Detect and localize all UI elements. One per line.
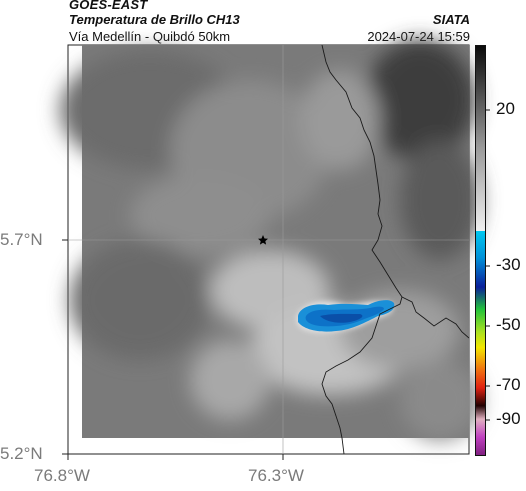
colorbar-tick-label: 20 (496, 99, 515, 118)
star-icon (258, 235, 268, 245)
product-title: Temperatura de Brillo CH13 (69, 12, 240, 27)
route-label: Vía Medellín - Quibdó 50km (69, 29, 231, 44)
colorbar-tick-label: -50 (496, 315, 521, 334)
lat-tick-label: 5.2°N (0, 444, 43, 463)
lat-tick-label: 5.7°N (0, 230, 43, 249)
datetime-label: 2024-07-24 15:59 (367, 29, 470, 44)
colorbar-tick-label: -70 (496, 375, 521, 394)
municipal-boundary (401, 296, 470, 339)
satellite-imagery (60, 40, 480, 440)
colorbar-tick-label: -90 (496, 409, 521, 428)
colorbar (475, 45, 490, 456)
lon-tick-label: 76.3°W (248, 466, 304, 485)
colorbar-tick-label: -30 (496, 255, 521, 274)
org-label: SIATA (432, 12, 470, 27)
department-boundary (321, 44, 403, 455)
lon-tick-label: 76.8°W (34, 466, 90, 485)
source-label: GOES-EAST (69, 0, 148, 12)
